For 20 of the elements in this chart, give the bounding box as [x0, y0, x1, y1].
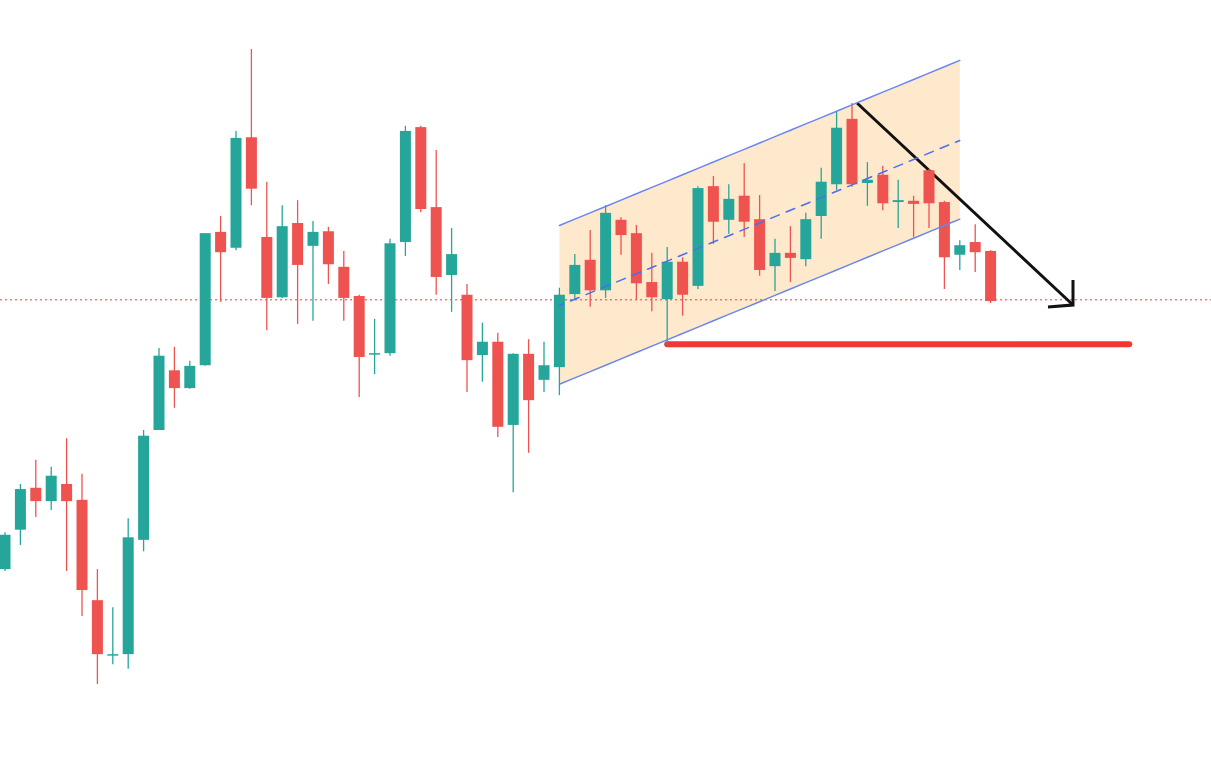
candlestick [215, 215, 227, 303]
candlestick [61, 437, 73, 572]
candlestick [307, 220, 319, 322]
candlestick [954, 239, 966, 271]
candlestick [184, 360, 196, 390]
candlestick [446, 227, 458, 313]
candlestick [107, 606, 119, 665]
candlestick [769, 238, 781, 292]
candlestick [892, 179, 904, 229]
candlestick [30, 459, 42, 518]
candlestick [369, 318, 381, 375]
candlestick [723, 183, 735, 235]
candlestick [908, 195, 920, 238]
candlestick [615, 216, 627, 256]
candlestick [646, 252, 658, 312]
candlestick [784, 225, 796, 283]
candlestick [476, 322, 488, 383]
candlestick [969, 223, 981, 273]
candlestick [538, 341, 550, 393]
candlestick [168, 346, 180, 409]
